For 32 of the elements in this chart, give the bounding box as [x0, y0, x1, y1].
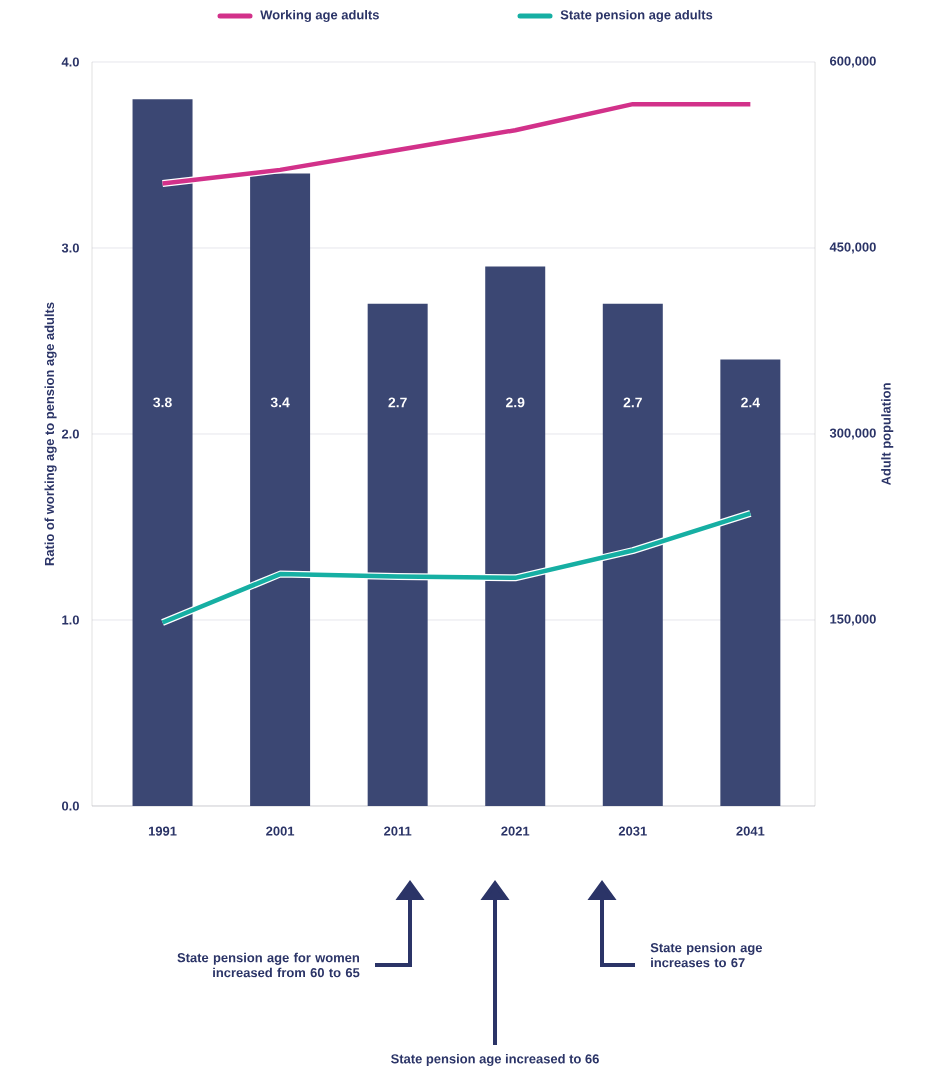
- data-label: 2.9: [506, 397, 525, 408]
- y2-tick-label: 300,000: [829, 428, 876, 440]
- bar: [485, 266, 546, 806]
- y2-tick-label: 600,000: [830, 56, 876, 68]
- y-axis-title: Ratio of working age to pension age adults: [44, 302, 57, 566]
- x-tick-label: 2011: [384, 826, 412, 836]
- data-label: 3.8: [153, 397, 172, 408]
- y-tick-label: 3.0: [61, 243, 79, 253]
- x-tick-label: 1991: [148, 826, 177, 836]
- y-tick-label: 4.0: [61, 57, 79, 67]
- data-label: 2.4: [741, 397, 760, 408]
- legend-label: Working age adults: [260, 9, 379, 23]
- y-tick-label: 2.0: [61, 429, 79, 439]
- y2-tick-label: 450,000: [829, 242, 876, 254]
- x-tick-label: 2031: [618, 826, 647, 836]
- data-label: 2.7: [623, 397, 642, 408]
- legend-label: State pension age adults: [560, 9, 713, 23]
- y2-axis-title: Adult population: [881, 383, 894, 486]
- text: State pension age for women increased from 60 to 65: [177, 952, 360, 978]
- text: State pension age increases to 67: [650, 942, 763, 968]
- bar: [720, 359, 781, 806]
- bar: [602, 303, 663, 806]
- text: State pension age increased to 66: [391, 1053, 599, 1067]
- y2-tick-label: 150,000: [830, 614, 876, 626]
- y-tick-label: 1.0: [62, 615, 79, 625]
- data-label: 2.7: [388, 397, 407, 408]
- data-label: 3.4: [270, 397, 290, 408]
- x-tick-label: 2001: [266, 826, 295, 836]
- x-tick-label: 2021: [501, 826, 530, 836]
- x-tick-label: 2041: [736, 826, 765, 836]
- bar: [367, 303, 428, 806]
- y-tick-label: 0.0: [62, 801, 79, 811]
